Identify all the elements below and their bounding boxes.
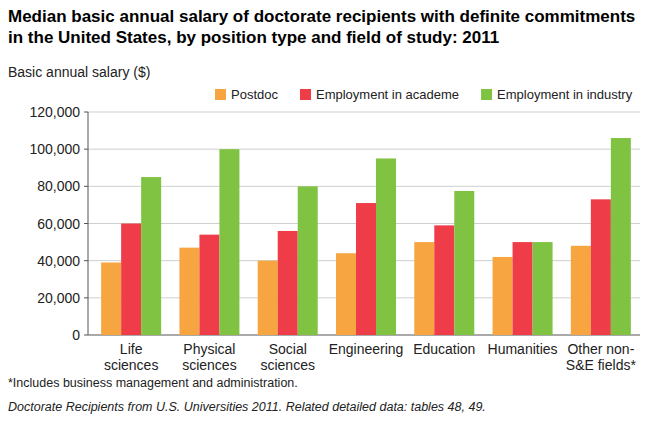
bar (258, 261, 278, 335)
x-tick-label: Lifesciences (104, 341, 158, 373)
y-tick-label: 20,000 (37, 290, 80, 306)
legend-swatch (481, 89, 492, 100)
x-tick-label-line: Other non- (567, 341, 634, 357)
x-tick-label-line: Humanities (488, 341, 558, 357)
bar (179, 248, 199, 335)
x-tick-label-line: sciences (182, 357, 236, 373)
note: *Includes business management and admini… (8, 376, 298, 390)
y-axis-label: Basic annual salary ($) (8, 64, 150, 80)
x-tick-label-line: Social (269, 341, 307, 357)
tick-mark (84, 297, 88, 298)
legend-label: Postdoc (231, 87, 278, 102)
bars (101, 138, 631, 335)
x-tick-label: Education (413, 341, 475, 357)
y-tick-label: 100,000 (29, 141, 80, 157)
bar (121, 224, 141, 336)
bar (101, 263, 121, 335)
bar (219, 149, 239, 335)
tick-mark (84, 112, 88, 113)
bar (571, 246, 591, 335)
y-tick-label: 0 (72, 327, 80, 343)
legend-swatch (300, 89, 311, 100)
y-tick-label: 120,000 (29, 104, 80, 120)
x-tick-label: Socialsciences (260, 341, 314, 373)
bar (513, 242, 533, 335)
y-tick-label: 60,000 (37, 216, 80, 232)
grid-line (88, 112, 640, 113)
x-tick-label-line: S&E fields* (566, 357, 637, 373)
bar (298, 186, 318, 335)
y-tick-label: 40,000 (37, 253, 80, 269)
x-tick-label: Other non-S&E fields* (566, 341, 637, 373)
bar (141, 177, 161, 335)
legend-label: Employment in academe (316, 87, 459, 102)
tick-mark (84, 260, 88, 261)
x-tick-label-line: sciences (260, 357, 314, 373)
grid-line (88, 186, 640, 187)
tick-mark (84, 186, 88, 187)
bar (533, 242, 553, 335)
bar (611, 138, 631, 335)
y-tick-label: 80,000 (37, 178, 80, 194)
title-line: in the United States, by position type a… (8, 28, 499, 47)
x-tick-label: Humanities (488, 341, 558, 357)
x-tick-label: Physicalsciences (182, 341, 236, 373)
tick-mark (84, 149, 88, 150)
bar (199, 235, 219, 335)
bar (376, 158, 396, 335)
bar (356, 203, 376, 335)
tick-mark (84, 335, 88, 336)
y-axis-line (88, 112, 89, 335)
bar (278, 231, 298, 335)
x-tick-label: Engineering (329, 341, 404, 357)
legend-swatch (215, 89, 226, 100)
note: Doctorate Recipients from U.S. Universit… (8, 400, 486, 414)
x-tick-label-line: Education (413, 341, 475, 357)
x-tick-label-line: sciences (104, 357, 158, 373)
grid-line (88, 149, 640, 150)
bar (434, 225, 454, 335)
tick-mark (84, 223, 88, 224)
bar (454, 191, 474, 335)
bar (493, 257, 513, 335)
title: Median basic annual salary of doctorate … (8, 7, 635, 47)
x-tick-label-line: Physical (183, 341, 235, 357)
title-line: Median basic annual salary of doctorate … (8, 7, 635, 26)
chart: Median basic annual salary of doctorate … (0, 0, 650, 427)
bar (336, 253, 356, 335)
bar (591, 199, 611, 335)
legend-label: Employment in industry (497, 87, 633, 102)
x-tick-label-line: Engineering (329, 341, 404, 357)
bar (414, 242, 434, 335)
x-tick-label-line: Life (120, 341, 143, 357)
